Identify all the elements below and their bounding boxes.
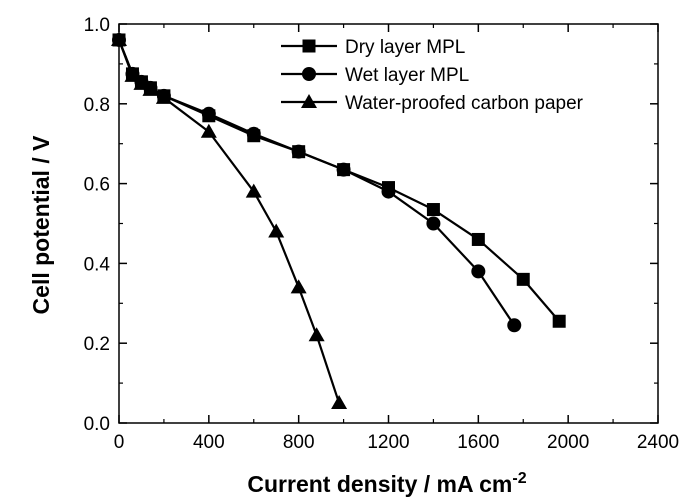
series-triangle [111, 31, 348, 410]
data-point-triangle [142, 81, 159, 96]
legend-entry: Wet layer MPL [281, 65, 469, 86]
x-tick-label: 800 [283, 432, 315, 453]
plot-area [111, 31, 566, 410]
legend-marker-triangle [301, 94, 317, 108]
y-tick-label: 0.0 [84, 414, 110, 435]
data-point-circle [201, 106, 216, 121]
data-point-triangle [124, 67, 141, 82]
legend-label: Water-proofed carbon paper [345, 93, 584, 114]
data-point-circle [426, 216, 441, 231]
data-point-square [516, 272, 530, 286]
legend-label: Wet layer MPL [345, 65, 469, 86]
legend-marker-circle [302, 67, 316, 81]
data-point-square [471, 232, 485, 246]
data-point-square [426, 203, 440, 217]
x-tick-label: 0 [114, 432, 125, 453]
x-axis-title: Current density / mA cm-2 [247, 470, 526, 497]
data-point-triangle [200, 123, 217, 138]
x-tick-label: 1200 [367, 432, 409, 453]
data-point-circle [246, 126, 261, 141]
data-point-square [552, 314, 566, 328]
data-point-triangle [155, 89, 172, 104]
data-point-triangle [268, 223, 285, 238]
data-point-triangle [331, 395, 348, 410]
series-layer [111, 31, 566, 410]
legend-entry: Water-proofed carbon paper [281, 93, 584, 114]
data-point-triangle [290, 279, 307, 294]
legend-label: Dry layer MPL [345, 37, 465, 58]
legend-marker-square [302, 39, 316, 53]
x-tick-label: 1600 [457, 432, 499, 453]
data-point-triangle [308, 327, 325, 342]
legend-entry: Dry layer MPL [281, 37, 465, 58]
legend: Dry layer MPL Wet layer MPL Water-proofed … [281, 37, 584, 114]
data-point-circle [381, 184, 396, 199]
data-point-circle [336, 162, 351, 177]
y-axis-title: Cell potential / V [28, 135, 54, 315]
x-tick-label: 2000 [547, 432, 589, 453]
ticks-layer: 0 400 800 1200 1600 2000 2400 0.0 0.2 0.4 0.6 0.8 1.… [84, 15, 680, 453]
data-point-circle [507, 318, 522, 333]
data-point-circle [291, 144, 306, 159]
y-tick-label: 0.4 [84, 254, 111, 275]
x-axis-title-text: Current density / mA cm [247, 471, 512, 497]
data-point-triangle [245, 183, 262, 198]
data-point-triangle [133, 75, 150, 90]
y-tick-label: 1.0 [84, 15, 110, 36]
x-tick-label: 2400 [637, 432, 679, 453]
x-axis-title-superscript: -2 [512, 470, 526, 487]
y-tick-label: 0.6 [84, 175, 110, 196]
data-point-circle [471, 264, 486, 279]
y-tick-label: 0.2 [84, 334, 110, 355]
x-tick-label: 400 [193, 432, 225, 453]
y-tick-label: 0.8 [84, 95, 110, 116]
